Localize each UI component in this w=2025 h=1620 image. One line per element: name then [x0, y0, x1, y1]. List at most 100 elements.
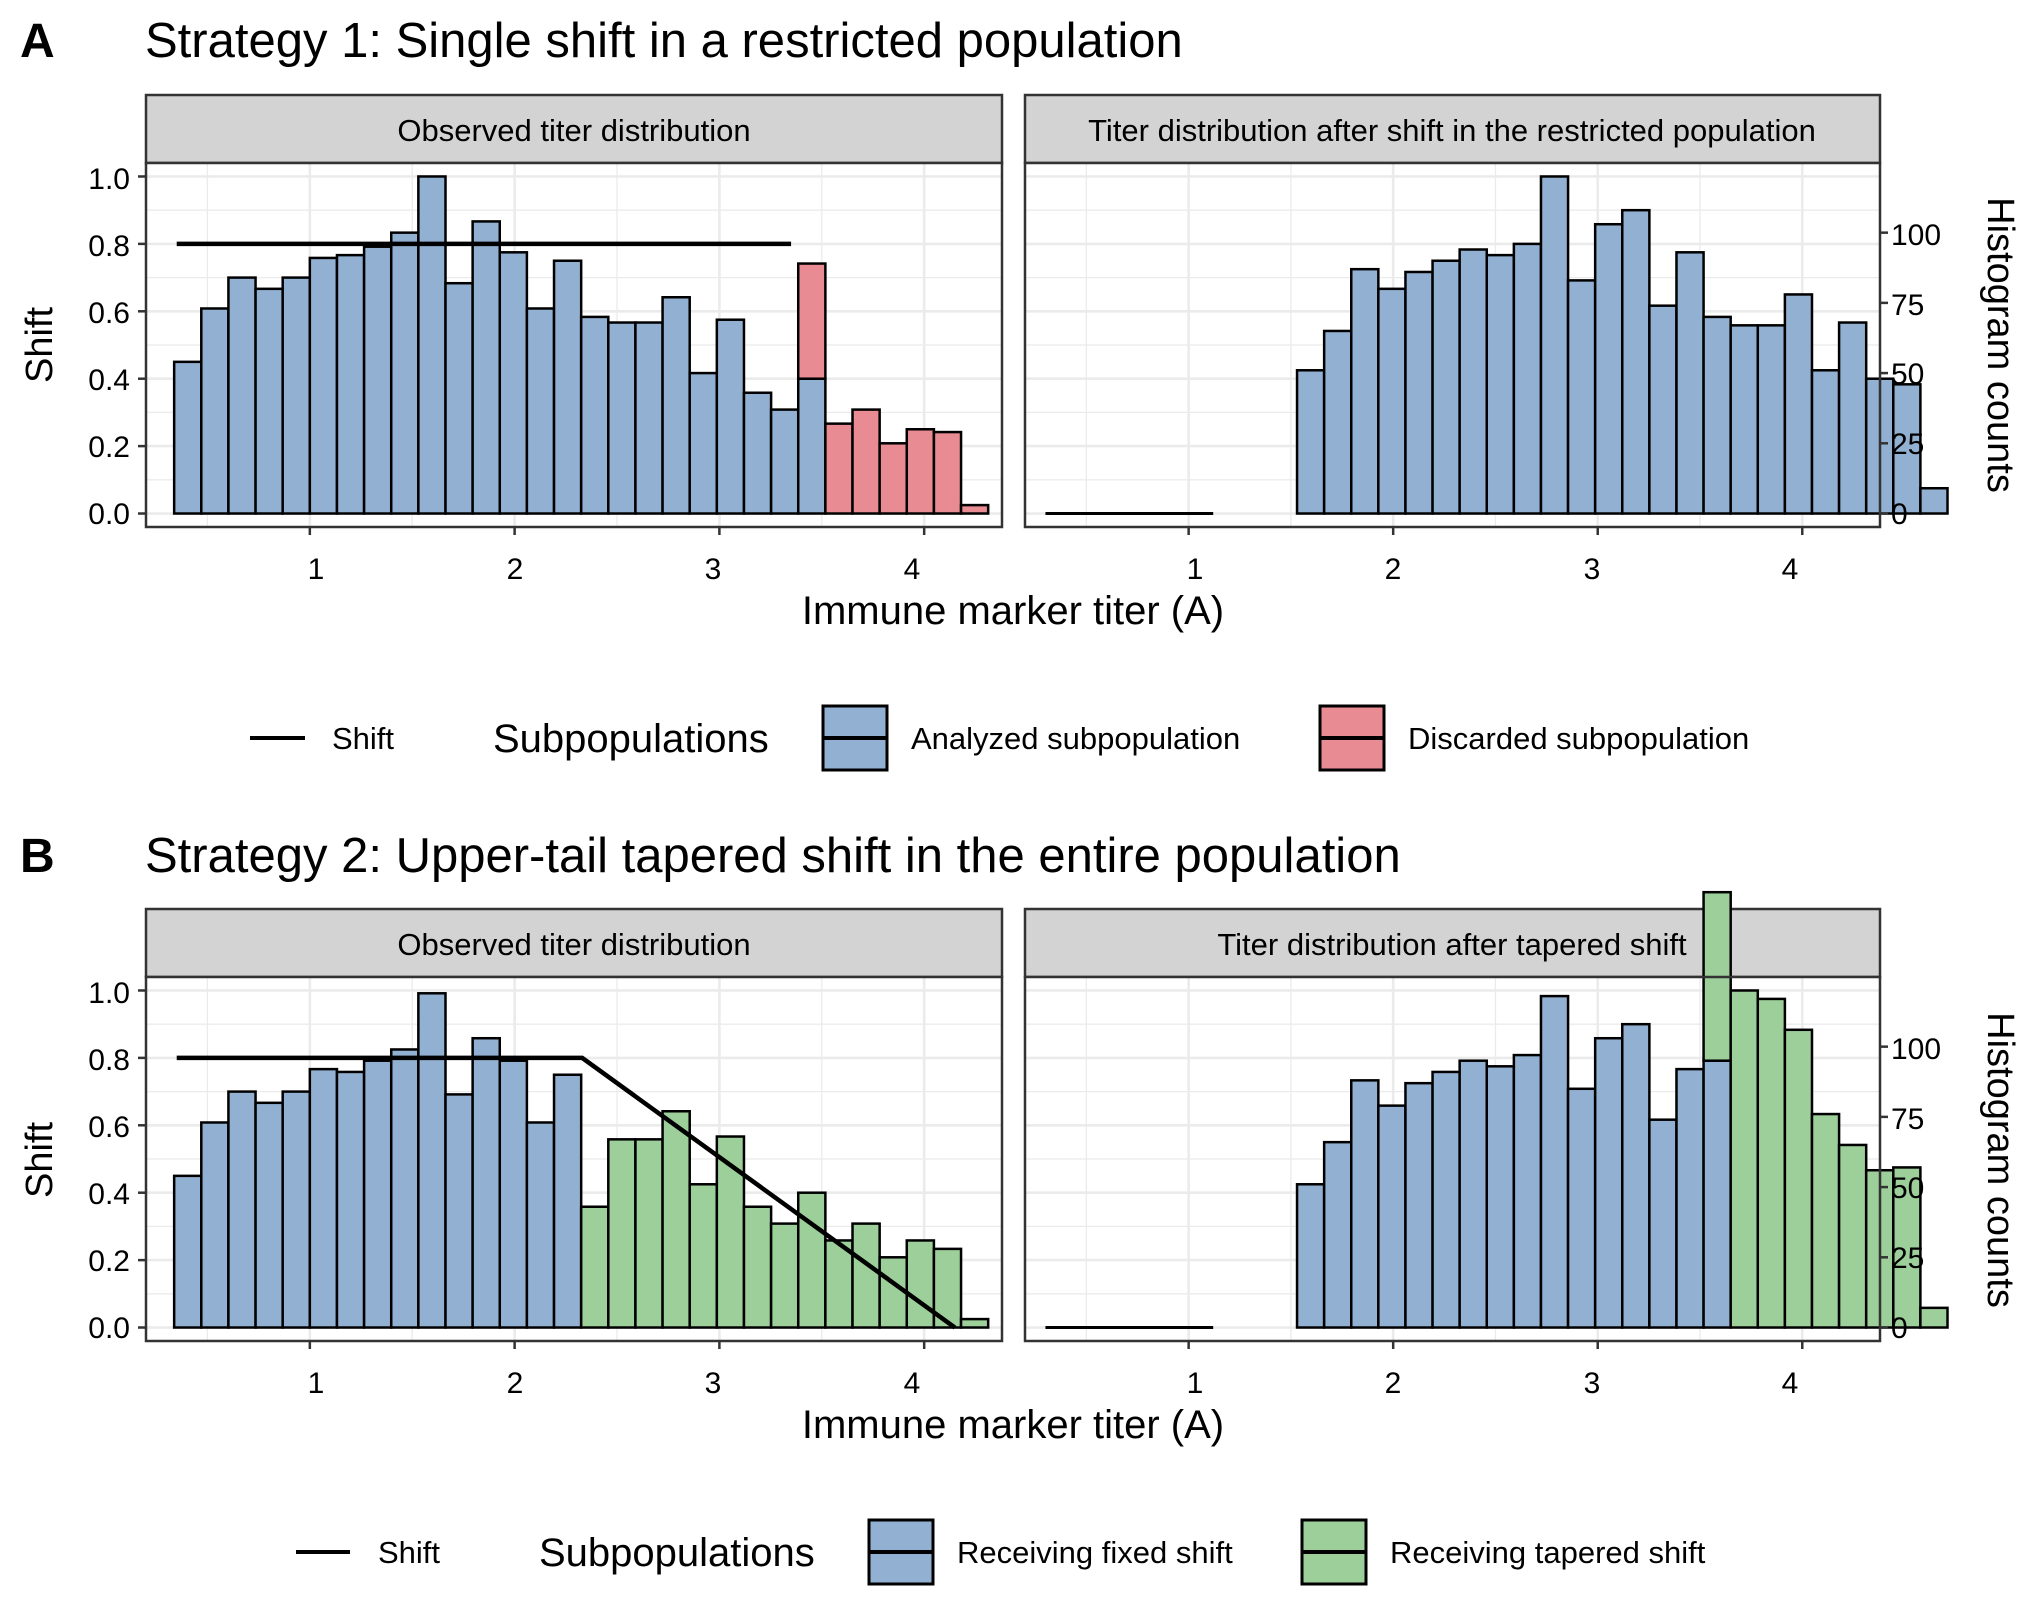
- panel-b-facet-2-bar: [1892, 1166, 1922, 1329]
- panel-a-facet-2-bar: [1593, 222, 1624, 515]
- panel-b-facet-2-strip: [1023, 907, 1882, 979]
- panel-b-facet-2-bar: [1702, 1059, 1732, 1329]
- panel-a-ytick: 1.0: [88, 163, 130, 196]
- panel-b-facet-1-bar: [254, 1101, 284, 1329]
- panel-b-facet-1-bar: [607, 1138, 637, 1329]
- panel-a-facet-1-bar: [796, 262, 827, 380]
- panel-a-facet-1-bar: [905, 428, 936, 515]
- panel-b-facet-2-bar: [1377, 1104, 1407, 1329]
- panel-b-facet-2-bar: [1404, 1081, 1434, 1329]
- panel-a-facet-1-bar: [254, 287, 284, 515]
- panel-b-facet-2-bar: [1593, 1036, 1624, 1329]
- panel-a-facet-1-bar: [661, 296, 691, 515]
- panel-b-facet-1-bar: [200, 1121, 230, 1329]
- panel-b-facet-2-strip-label: Titer distribution after tapered shift: [1217, 927, 1687, 962]
- panel-a-facet-2-strip-label: Titer distribution after shift in the re…: [1088, 113, 1816, 148]
- panel-a-y2-axis: 0 25 50 75 100 Histogram counts: [1891, 197, 2021, 531]
- panel-a-xtick: 1: [308, 553, 325, 586]
- panel-a-facet-1-bar: [281, 276, 312, 515]
- panel-b-xtick: 2: [507, 1367, 524, 1400]
- panel-a-facet-2-bar: [1431, 259, 1461, 515]
- panel-a-facet-1-bar: [742, 391, 773, 515]
- panel-a-facet-1-bar: [227, 276, 257, 515]
- panel-b-facet-1-bar: [579, 1205, 610, 1329]
- panel-a-y2tick: 50: [1891, 358, 1924, 391]
- panel-b-y2tick: 0: [1891, 1312, 1908, 1345]
- panel-a-facet-2-bar: [1675, 251, 1705, 515]
- panel-a-facet-2-bar: [1566, 279, 1597, 515]
- panel-b-facet-1-bar: [715, 1135, 746, 1329]
- panel-a-facet-1-bar: [959, 503, 990, 515]
- panel-a-facet-1-strip: [144, 93, 1004, 165]
- panel-b-facet-1-bar: [552, 1073, 583, 1329]
- panel-b-facet-2-bar: [1621, 1022, 1651, 1329]
- panel-a-facet-1-bar: [335, 253, 366, 515]
- panel-b-facet-1-bar: [851, 1222, 881, 1329]
- panel-a-facet-1-bar: [932, 430, 963, 515]
- panel-a-facet-2-bar: [1892, 383, 1922, 515]
- panel-a-facet-2-bar: [1621, 208, 1651, 515]
- panel-b-x-label: Immune marker titer (A): [802, 1403, 1224, 1447]
- panel-a-facet-2-strip: [1023, 93, 1882, 165]
- panel-a-letter: A: [20, 15, 55, 68]
- panel-b-facet-2-bar: [1756, 997, 1787, 1329]
- panel-a-facet-2-bar: [1919, 486, 1949, 515]
- panel-b-facet-2-border: [1023, 975, 1882, 1343]
- panel-a-y-axis: 0.0 0.2 0.4 0.6 0.8 1.0 Shift: [19, 163, 130, 531]
- panel-b-facet-2-bar: [1458, 1059, 1489, 1329]
- panel-a-y2tick: 75: [1891, 289, 1924, 322]
- panel-a-facet-1-bar: [607, 321, 637, 515]
- panel-a-x-label: Immune marker titer (A): [802, 589, 1224, 633]
- panel-b-facet-1-bar: [796, 1191, 827, 1329]
- panel-b-xtick: 4: [1782, 1367, 1799, 1400]
- panel-b-y2tick: 25: [1891, 1242, 1924, 1275]
- panel-a-facet-2-bar: [1404, 270, 1434, 515]
- panel-a-y2tick: 0: [1891, 498, 1908, 531]
- panel-b-xtick: 1: [308, 1367, 325, 1400]
- panel-a-xtick: 1: [1187, 553, 1204, 586]
- panel-b-facet-1-bar: [389, 1048, 420, 1329]
- panel-a-facet-2-border: [1023, 161, 1882, 529]
- panel-b-facet-1-bar: [362, 1059, 393, 1329]
- panel-b-y2tick: 75: [1891, 1103, 1924, 1136]
- panel-b-facet-1-bar: [308, 1067, 339, 1329]
- panel-a-facet-1-bar: [715, 318, 746, 515]
- panel-a-facet-1-bar: [824, 422, 854, 515]
- panel-b-xtick: 3: [1584, 1367, 1601, 1400]
- panel-a-facet-1-border: [144, 161, 1004, 529]
- panel-a-facet-2-bar: [1648, 304, 1678, 515]
- panel-a-facet-2-bar: [1783, 293, 1814, 515]
- panel-a-facet-2-bar: [1295, 369, 1326, 515]
- panel-a-facet-2-bar: [1756, 324, 1787, 515]
- panel-a-title: Strategy 1: Single shift in a restricted…: [145, 14, 1183, 68]
- panel-a-xtick: 3: [705, 553, 722, 586]
- panel-a-facet-2-bar: [1837, 321, 1868, 515]
- panel-b-ytick: 1.0: [88, 977, 130, 1010]
- panel-a-facet-1-bar: [634, 321, 664, 515]
- panel-b-facet-1-strip-label: Observed titer distribution: [397, 927, 750, 962]
- panel-b-facet-2-bar: [1919, 1306, 1949, 1329]
- panel-b-facet-1-bar: [905, 1239, 936, 1329]
- panel-a-xtick: 2: [1385, 553, 1402, 586]
- panel-b-xtick: 3: [705, 1367, 722, 1400]
- panel-a-ytick: 0.2: [88, 431, 130, 464]
- panel-a-facet-2-bar: [1539, 175, 1570, 515]
- panel-a-facet-2-bar: [1729, 324, 1760, 515]
- panel-b-facet-2-bar: [1810, 1112, 1841, 1329]
- panel-b-legend-title: Subpopulations: [539, 1531, 815, 1575]
- panel-a-xtick: 4: [904, 553, 921, 586]
- panel-b-facet-1-bar: [335, 1070, 366, 1329]
- panel-b-x-axis: 1 2 3 4 1 2 3 4 Immune marker titer (A): [308, 1367, 1799, 1447]
- panel-a-xtick: 2: [507, 553, 524, 586]
- panel-a-facet-2-bar: [1377, 287, 1407, 515]
- panel-a-y-label: Shift: [19, 307, 61, 383]
- panel-b-facet-2-bar: [1322, 1140, 1353, 1329]
- panel-a-legend: Shift Subpopulations Analyzed subpopulat…: [250, 704, 1749, 772]
- panel-b-facet-2-bar: [1485, 1065, 1516, 1329]
- panel-a-facet-1-bar: [200, 307, 230, 515]
- panel-b-facet-1-plot: [138, 975, 1004, 1349]
- panel-b-facet-1-bar: [172, 1174, 203, 1329]
- panel-b-facet-1-bar: [688, 1183, 719, 1329]
- panel-a-facet-1-bar: [471, 220, 502, 515]
